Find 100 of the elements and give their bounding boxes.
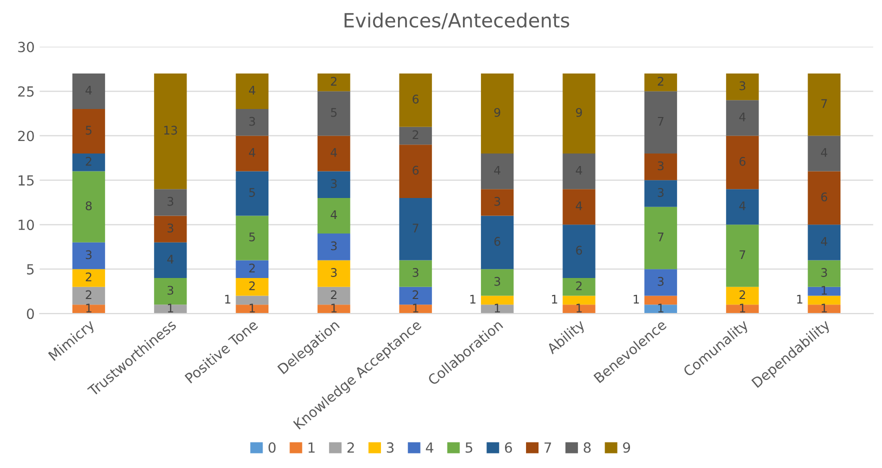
bar <box>644 296 678 305</box>
data-label: 4 <box>330 148 337 157</box>
bar <box>562 224 596 278</box>
bar <box>154 278 187 305</box>
bar <box>726 73 759 100</box>
legend-label: 1 <box>308 442 315 453</box>
bar <box>562 304 596 314</box>
data-label: 4 <box>576 202 582 210</box>
data-label: 5 <box>249 232 255 242</box>
data-label: 1 <box>494 304 500 312</box>
bar <box>644 304 678 314</box>
data-label: 1 <box>634 294 639 304</box>
bar <box>399 126 432 145</box>
bar <box>562 73 596 154</box>
bar <box>562 154 596 190</box>
legend-label: 8 <box>584 442 591 453</box>
data-label: 3 <box>412 268 418 277</box>
bar <box>726 224 759 287</box>
data-label: 4 <box>167 254 174 264</box>
bar <box>644 180 678 207</box>
bar <box>318 171 350 198</box>
data-label: 3 <box>331 268 337 277</box>
bar <box>399 144 432 198</box>
bar <box>726 286 759 305</box>
y-tick-label: 25 <box>18 86 34 97</box>
data-label: 1 <box>413 304 418 312</box>
y-tick-label: 15 <box>18 175 34 186</box>
data-label: 2 <box>576 281 582 290</box>
bar <box>808 73 840 136</box>
data-label: 4 <box>739 202 746 210</box>
bar <box>480 269 514 296</box>
data-label: 2 <box>330 290 336 300</box>
data-label: 1 <box>740 304 746 312</box>
data-label: 4 <box>248 148 256 157</box>
bar <box>480 296 514 305</box>
bar <box>318 73 350 92</box>
bar <box>236 171 268 216</box>
bar <box>72 304 106 314</box>
bar <box>318 136 350 172</box>
bar <box>154 304 187 314</box>
bar <box>726 304 759 314</box>
data-label: 1 <box>797 294 802 304</box>
data-label: 2 <box>86 290 92 300</box>
data-label: 3 <box>168 286 174 295</box>
data-label: 1 <box>331 304 337 312</box>
data-label: 6 <box>740 156 746 166</box>
data-label: 9 <box>494 108 500 117</box>
data-label: 3 <box>494 196 500 206</box>
bar <box>562 189 596 225</box>
data-label: 7 <box>658 232 664 242</box>
data-label: 1 <box>822 286 827 295</box>
bar <box>318 260 350 287</box>
bar <box>318 286 350 305</box>
bar <box>726 189 759 225</box>
data-label: 8 <box>86 201 92 210</box>
data-label: 1 <box>576 304 582 312</box>
data-label: 5 <box>86 126 92 135</box>
y-tick-label: 30 <box>18 42 34 52</box>
data-label: 3 <box>658 161 664 170</box>
legend-label: 9 <box>623 442 630 453</box>
bar <box>480 216 514 270</box>
bar <box>808 296 840 305</box>
data-label: 2 <box>330 76 336 86</box>
data-label: 1 <box>658 304 664 312</box>
legend-label: 6 <box>504 442 512 453</box>
data-label: 5 <box>249 188 255 197</box>
bar <box>399 304 432 314</box>
bar <box>72 171 106 242</box>
data-label: 6 <box>576 246 582 255</box>
bar <box>72 269 106 287</box>
data-label: 7 <box>740 250 746 260</box>
bar <box>480 73 514 154</box>
bar <box>480 304 514 314</box>
data-label: 6 <box>412 166 419 175</box>
legend-label: 3 <box>386 442 394 453</box>
bar <box>808 304 840 314</box>
legend-label: 4 <box>426 442 434 453</box>
data-label: 3 <box>331 241 337 250</box>
data-label: 2 <box>249 281 255 290</box>
legend-label: 0 <box>268 442 276 453</box>
bar <box>154 73 187 190</box>
bar <box>644 206 678 270</box>
bar <box>318 234 350 260</box>
data-label: 7 <box>821 99 827 108</box>
bar <box>236 216 268 260</box>
bar <box>644 73 678 92</box>
bar <box>808 171 840 225</box>
data-label: 4 <box>330 210 337 220</box>
bar <box>644 91 678 154</box>
y-tick-label: 0 <box>26 308 34 320</box>
data-label: 1 <box>552 294 558 304</box>
bar <box>808 224 840 260</box>
bar <box>318 198 350 234</box>
bar <box>154 216 187 242</box>
data-label: 9 <box>576 108 582 117</box>
bar <box>562 296 596 305</box>
bar <box>72 242 106 270</box>
bar <box>236 73 268 110</box>
data-label: 4 <box>248 86 256 95</box>
data-label: 3 <box>740 81 746 90</box>
